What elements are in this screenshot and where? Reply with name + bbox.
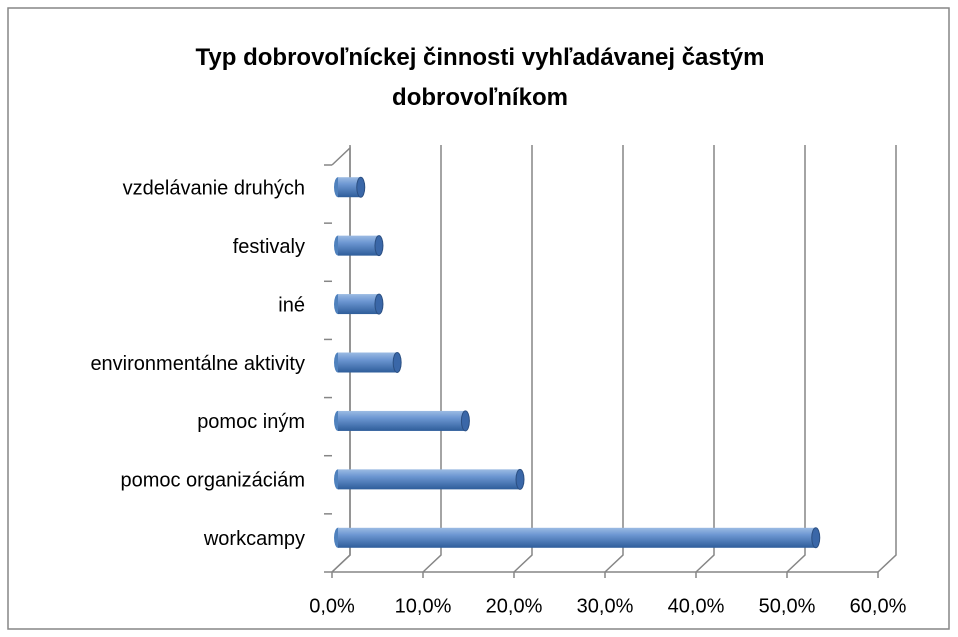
bar-body [338, 469, 520, 490]
bar-body [338, 294, 379, 315]
x-tick-label: 10,0% [395, 595, 452, 617]
y-tick-label: workcampy [203, 528, 305, 550]
bar-body [338, 410, 466, 431]
bar [334, 293, 384, 315]
bar [334, 352, 402, 373]
x-tick-label: 50,0% [759, 595, 816, 617]
grid-line [513, 145, 533, 573]
bar [334, 527, 821, 549]
bar [334, 410, 470, 432]
chart-title: Typ dobrovoľníckej činnosti vyhľadávanej… [195, 44, 765, 111]
grid-line [604, 145, 624, 573]
bar-body [338, 352, 398, 373]
y-tick-label: pomoc organizáciám [120, 470, 305, 492]
y-tick-label: pomoc iným [197, 411, 305, 433]
grid-line [331, 145, 351, 573]
chart-border [7, 7, 950, 630]
bar-cap [374, 235, 384, 257]
x-tick-label: 20,0% [486, 595, 543, 617]
grid-line [422, 145, 442, 573]
y-tick-label: vzdelávanie druhých [123, 177, 305, 199]
grid-line [786, 145, 806, 573]
y-tick-label: festivaly [233, 236, 305, 258]
bar-body [338, 527, 816, 548]
y-tick-label: environmentálne aktivity [90, 353, 305, 375]
bar-body [338, 235, 379, 256]
bar [334, 235, 384, 257]
bar-cap [811, 527, 821, 549]
bar-body [338, 177, 361, 198]
bar-cap [515, 468, 525, 490]
bar-cap [374, 293, 384, 315]
x-tick-label: 60,0% [850, 595, 907, 617]
grid-line [877, 145, 897, 573]
bar-cap [460, 410, 470, 432]
x-tick-label: 30,0% [577, 595, 634, 617]
y-tick-label: iné [278, 294, 305, 316]
bar-cap [392, 352, 402, 373]
bar [334, 176, 366, 198]
x-tick-label: 0,0% [309, 595, 355, 617]
bar [334, 468, 525, 490]
bar-cap [356, 176, 366, 198]
x-tick-label: 40,0% [668, 595, 725, 617]
grid-line [695, 145, 715, 573]
